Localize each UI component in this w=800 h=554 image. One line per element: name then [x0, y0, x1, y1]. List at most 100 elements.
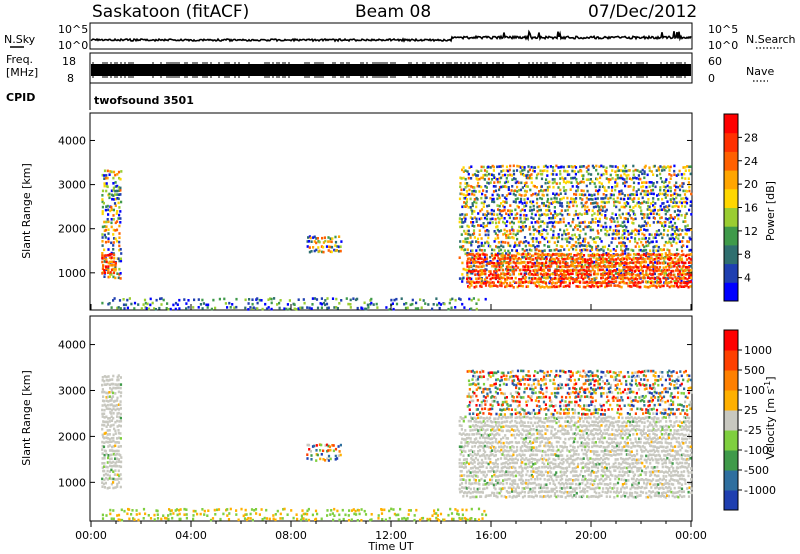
heatmap-cell: [687, 285, 690, 289]
heatmap-cell: [658, 168, 661, 172]
heatmap-cell: [533, 245, 537, 249]
heatmap-cell: [625, 225, 628, 229]
heatmap-cell: [247, 308, 250, 311]
heatmap-cell: [209, 518, 213, 522]
heatmap-cell: [514, 482, 517, 485]
heatmap-cell: [484, 281, 487, 285]
heatmap-cell: [462, 454, 465, 457]
heatmap-cell: [648, 205, 651, 209]
heatmap-cell: [105, 452, 108, 456]
heatmap-cell: [487, 172, 491, 176]
heatmap-cell: [329, 448, 332, 452]
heatmap-cell: [532, 204, 535, 208]
heatmap-cell: [526, 285, 530, 288]
heatmap-cell: [563, 281, 566, 284]
heatmap-cell: [661, 224, 664, 228]
heatmap-cell: [620, 277, 623, 280]
heatmap-cell: [464, 444, 467, 448]
heatmap-cell: [591, 164, 594, 168]
heatmap-cell: [140, 307, 143, 310]
heatmap-cell: [609, 258, 612, 261]
heatmap-cell: [570, 277, 573, 280]
heatmap-cell: [534, 252, 537, 256]
heatmap-cell: [660, 248, 663, 252]
heatmap-cell: [114, 457, 117, 460]
heatmap-cell: [116, 306, 119, 310]
heatmap-cell: [334, 458, 337, 461]
heatmap-cell: [671, 284, 674, 288]
heatmap-cell: [514, 469, 517, 473]
heatmap-cell: [516, 491, 519, 495]
heatmap-cell: [508, 454, 511, 458]
heatmap-cell: [532, 225, 535, 229]
heatmap-cell: [487, 233, 490, 237]
heatmap-cell: [101, 466, 104, 469]
heatmap-cell: [109, 512, 112, 516]
heatmap-cell: [515, 461, 518, 465]
heatmap-cell: [650, 192, 653, 195]
heatmap-cell: [468, 261, 471, 264]
heatmap-cell: [185, 508, 188, 511]
heatmap-cell: [493, 420, 496, 424]
heatmap-cell: [523, 201, 527, 205]
heatmap-cell: [516, 428, 519, 431]
heatmap-cell: [327, 449, 330, 452]
heatmap-cell: [480, 458, 484, 462]
heatmap-cell: [521, 281, 524, 284]
heatmap-cell: [466, 280, 469, 283]
heatmap-cell: [587, 258, 590, 262]
heatmap-cell: [500, 487, 503, 491]
heatmap-cell: [478, 444, 481, 448]
heatmap-cell: [577, 273, 580, 277]
heatmap-cell: [621, 249, 624, 253]
heatmap-cell: [114, 383, 117, 386]
heatmap-cell: [464, 415, 467, 419]
heatmap-cell: [482, 264, 485, 268]
y-tick-label: 4000: [58, 134, 86, 147]
heatmap-cell: [632, 276, 635, 279]
heatmap-cell: [673, 285, 676, 288]
heatmap-cell: [514, 181, 517, 185]
heatmap-cell: [632, 176, 635, 180]
heatmap-cell: [509, 164, 512, 168]
heatmap-cell: [227, 518, 231, 521]
heatmap-cell: [471, 280, 474, 284]
heatmap-cell: [477, 260, 480, 264]
heatmap-cell: [628, 177, 631, 180]
heatmap-cell: [684, 216, 687, 219]
heatmap-cell: [525, 473, 528, 477]
heatmap-cell: [557, 269, 560, 272]
heatmap-cell: [105, 189, 108, 193]
heatmap-cell: [527, 268, 530, 272]
heatmap-cell: [573, 176, 577, 180]
heatmap-cell: [103, 229, 106, 232]
heatmap-cell: [110, 193, 113, 197]
heatmap-cell: [457, 513, 460, 516]
heatmap-cell: [169, 509, 172, 513]
heatmap-cell: [689, 248, 692, 252]
heatmap-cell: [634, 217, 637, 221]
heatmap-cell: [109, 264, 112, 267]
heatmap-cell: [469, 461, 472, 464]
heatmap-cell: [469, 471, 472, 474]
heatmap-cell: [689, 237, 692, 241]
heatmap-cell: [516, 416, 519, 419]
heatmap-cell: [436, 303, 439, 307]
heatmap-cell: [458, 419, 461, 423]
heatmap-cell: [586, 284, 589, 287]
heatmap-cell: [643, 260, 646, 264]
heatmap-cell: [101, 457, 104, 460]
heatmap-cell: [577, 213, 580, 216]
heatmap-cell: [660, 208, 663, 211]
heatmap-cell: [111, 449, 115, 453]
heatmap-cell: [261, 307, 264, 311]
heatmap-cell: [514, 268, 518, 272]
heatmap-cell: [577, 186, 580, 189]
heatmap-cell: [110, 415, 113, 418]
heatmap-cell: [497, 280, 500, 284]
heatmap-cell: [591, 278, 594, 281]
heatmap-cell: [156, 509, 159, 513]
heatmap-cell: [631, 279, 634, 283]
heatmap-cell: [670, 284, 673, 288]
heatmap-cell: [625, 204, 628, 208]
